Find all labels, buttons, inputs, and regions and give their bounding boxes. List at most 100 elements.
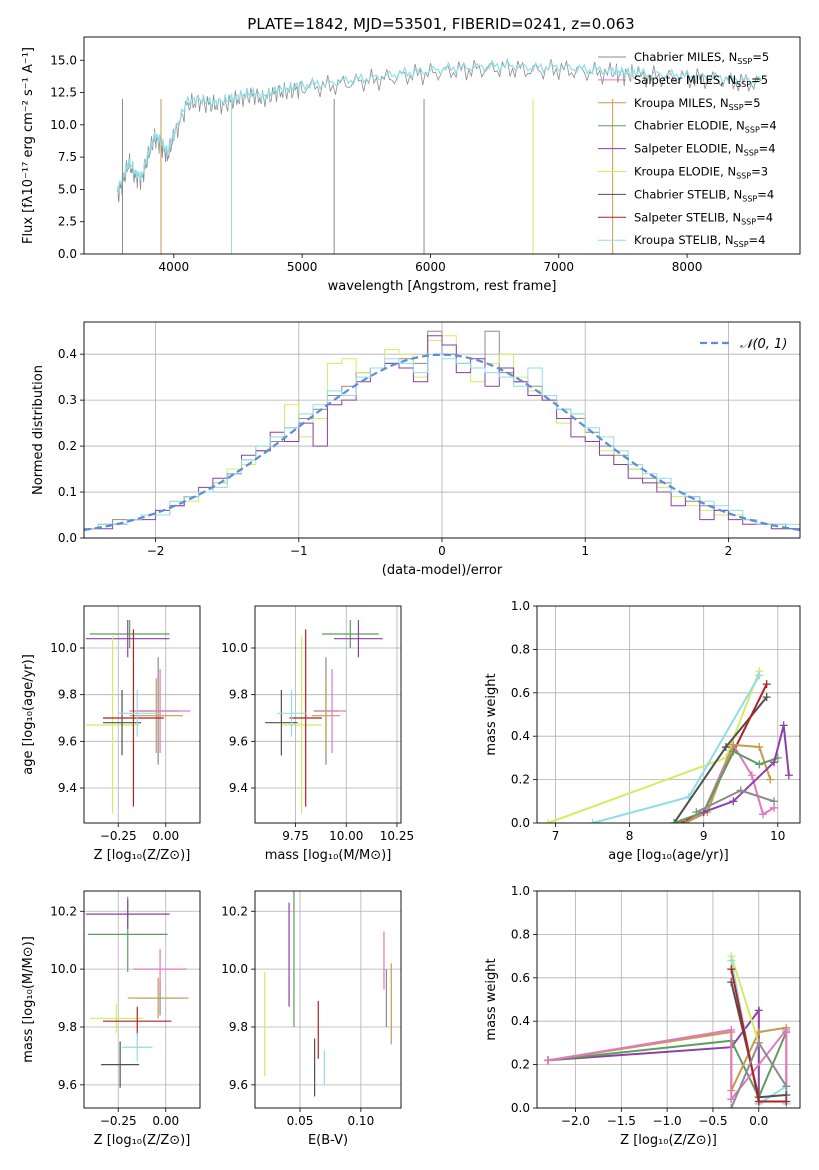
y-axis-label: mass [log₁₀(M/M⊙)] — [21, 936, 36, 1063]
weight-marker — [758, 810, 767, 819]
weight-marker — [762, 680, 771, 689]
x-axis-label: Z [log₁₀(Z/Z⊙)] — [94, 848, 191, 863]
y-tick-label: 0.0 — [511, 816, 530, 830]
panel-mass-vs-ebv: 0.05 0.10 9.6 9.8 10.0 10.2 E(B-V) — [221, 890, 402, 1148]
x-tick-label: 10.00 — [329, 829, 363, 843]
legend-nssp: 4 — [769, 119, 776, 133]
y-tick-label: 0.2 — [511, 1058, 530, 1072]
x-axis-label: Z [log₁₀(Z/Z⊙)] — [620, 1133, 717, 1148]
weight-line-salpeter-elodie — [703, 725, 790, 814]
plot-area — [543, 952, 791, 1108]
axes-frame — [536, 605, 801, 824]
y-tick-label: 12.5 — [50, 86, 77, 100]
y-tick-label: 10.2 — [50, 904, 77, 918]
plot-area — [84, 330, 800, 531]
legend-model-name: Kroupa STELIB — [634, 233, 718, 247]
y-tick-label: 9.6 — [58, 1078, 77, 1092]
y-axis-label: mass weight — [484, 673, 499, 755]
y-axis-label: Flux [fλ10⁻¹⁷ erg cm⁻² s⁻¹ A⁻¹] — [21, 47, 36, 244]
legend-nssp: 5 — [753, 96, 760, 110]
legend-label: Salpeter ELODIE, NSSP=4 — [634, 142, 776, 158]
panel-massweight-vs-Z: −2.0 −1.5 −1.0 −0.5 0.0 0.0 0.2 0.4 0.6 0.8 1.0 Z [… — [484, 884, 801, 1148]
legend-label: Chabrier ELODIE, NSSP=4 — [634, 119, 777, 135]
legend-model-name: Salpeter ELODIE — [634, 142, 728, 156]
y-tick-label: 7.5 — [58, 150, 77, 164]
axes-frame — [536, 890, 801, 1109]
y-tick-label: 10.0 — [50, 641, 77, 655]
x-tick-label: 6000 — [415, 260, 446, 274]
x-tick-label: −2 — [147, 544, 165, 558]
weight-marker — [755, 760, 764, 769]
weight-marker — [782, 1097, 791, 1106]
legend-model-name: Chabrier STELIB — [634, 187, 726, 201]
weight-marker — [727, 965, 736, 974]
y-tick-label: 9.8 — [229, 688, 248, 702]
legend-model-name: Kroupa MILES — [634, 96, 713, 110]
weight-line-kroupa-elodie — [730, 955, 760, 1044]
legend-label: Kroupa MILES, NSSP=5 — [634, 96, 761, 112]
legend-label: Kroupa STELIB, NSSP=4 — [634, 233, 766, 249]
axes-frame — [83, 890, 201, 1109]
plot-area — [116, 58, 762, 254]
axes-frame — [83, 605, 201, 824]
weight-marker — [543, 1056, 552, 1065]
y-tick-label: 0.0 — [511, 1101, 530, 1115]
x-tick-label: 9.75 — [282, 829, 309, 843]
legend-nssp: 4 — [766, 210, 773, 224]
x-tick-label: −2.0 — [561, 1114, 590, 1128]
y-tick-label: 0.4 — [511, 1014, 530, 1028]
y-tick-label: 10.0 — [221, 641, 248, 655]
legend-nssp: 5 — [761, 73, 768, 87]
y-axis-label: mass weight — [484, 958, 499, 1040]
legend-label: 𝒩(0, 1) — [740, 337, 787, 352]
weight-marker — [766, 775, 775, 784]
weight-marker — [784, 771, 793, 780]
x-axis-label: wavelength [Angstrom, rest frame] — [328, 279, 557, 294]
y-tick-label: 0.4 — [511, 729, 530, 743]
weight-marker — [762, 693, 771, 702]
x-tick-label: 0.05 — [287, 1114, 314, 1128]
y-tick-label: 0.6 — [511, 686, 530, 700]
legend-nssp: 4 — [767, 187, 774, 201]
plot-area — [265, 620, 383, 814]
x-tick-label: 8000 — [672, 260, 703, 274]
x-tick-label: −0.25 — [100, 1114, 137, 1128]
x-tick-label: −0.25 — [100, 829, 137, 843]
plot-layer: 4000 5000 6000 7000 80000.02.55.07.510.012.5… — [21, 36, 801, 1148]
x-tick-label: 0.00 — [152, 1114, 179, 1128]
x-axis-label: (data-model)/error — [382, 563, 503, 578]
weight-marker — [692, 808, 701, 817]
y-tick-label: 5.0 — [58, 182, 77, 196]
x-tick-label: −1.0 — [653, 1114, 682, 1128]
y-tick-label: 10.0 — [50, 962, 77, 976]
x-axis-label: age [log₁₀(age/yr)] — [608, 848, 729, 863]
x-tick-label: 7000 — [543, 260, 574, 274]
weight-marker — [727, 956, 736, 965]
weight-marker — [544, 819, 553, 823]
weight-marker — [782, 1082, 791, 1091]
y-tick-label: 1.0 — [511, 599, 530, 613]
weight-marker — [736, 786, 745, 795]
x-axis-label: E(B-V) — [308, 1133, 348, 1148]
plot-area — [85, 620, 191, 814]
x-tick-label: 10.25 — [380, 829, 414, 843]
panel-age-vs-mass: 9.75 10.00 10.25 9.4 9.6 9.8 10.0 mass [log₁₀(M… — [221, 605, 414, 863]
legend-label: Chabrier MILES, NSSP=5 — [634, 50, 769, 66]
weight-marker — [747, 771, 756, 780]
figure-title: PLATE=1842, MJD=53501, FIBERID=0241, z=0… — [247, 15, 634, 33]
weight-marker — [754, 1006, 763, 1015]
weight-marker — [779, 721, 788, 730]
y-tick-label: 9.8 — [58, 688, 77, 702]
x-axis-label: Z [log₁₀(Z/Z⊙)] — [94, 1133, 191, 1148]
weight-marker — [727, 1104, 736, 1108]
y-tick-label: 9.4 — [229, 781, 248, 795]
weight-marker — [754, 1097, 763, 1106]
x-tick-label: −1 — [290, 544, 308, 558]
y-tick-label: 0.8 — [511, 927, 530, 941]
y-tick-label: 0.6 — [511, 971, 530, 985]
weight-marker — [681, 819, 690, 823]
weight-marker — [770, 758, 779, 767]
weight-marker — [729, 747, 738, 756]
legend-nssp: 4 — [758, 233, 765, 247]
legend-model-name: Chabrier ELODIE — [634, 119, 729, 133]
